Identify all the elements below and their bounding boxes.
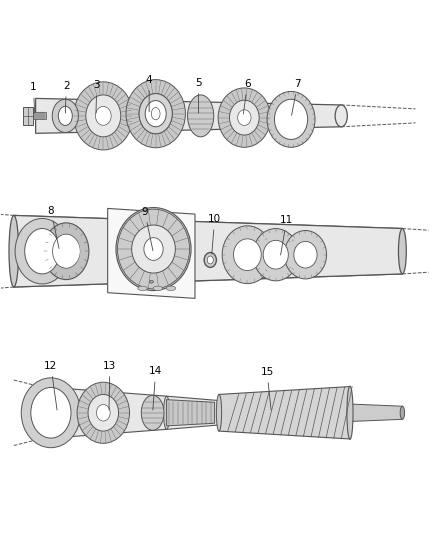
Ellipse shape xyxy=(52,99,78,133)
Ellipse shape xyxy=(58,106,72,125)
Text: 11: 11 xyxy=(280,215,293,255)
Text: 2: 2 xyxy=(63,81,70,113)
Ellipse shape xyxy=(145,101,166,127)
Polygon shape xyxy=(219,386,350,439)
Ellipse shape xyxy=(399,229,406,274)
Ellipse shape xyxy=(263,240,288,269)
Polygon shape xyxy=(40,386,166,439)
Bar xyxy=(23,107,33,125)
Ellipse shape xyxy=(230,100,259,135)
Text: 13: 13 xyxy=(103,361,117,410)
Text: 4: 4 xyxy=(146,75,152,112)
Text: 5: 5 xyxy=(195,78,202,113)
Ellipse shape xyxy=(218,88,271,147)
Ellipse shape xyxy=(57,237,80,265)
Ellipse shape xyxy=(86,95,121,137)
Ellipse shape xyxy=(141,395,164,430)
Ellipse shape xyxy=(216,394,222,431)
Ellipse shape xyxy=(15,219,69,284)
Ellipse shape xyxy=(187,95,214,137)
Ellipse shape xyxy=(144,238,163,261)
Ellipse shape xyxy=(335,105,347,127)
Text: 6: 6 xyxy=(244,79,251,114)
Ellipse shape xyxy=(77,382,130,443)
Text: 3: 3 xyxy=(93,80,100,113)
Ellipse shape xyxy=(238,110,251,125)
Ellipse shape xyxy=(166,286,176,290)
Ellipse shape xyxy=(347,386,353,439)
Text: 7: 7 xyxy=(292,79,301,115)
Text: 14: 14 xyxy=(149,366,162,410)
Ellipse shape xyxy=(153,286,162,290)
Ellipse shape xyxy=(53,234,80,268)
Polygon shape xyxy=(35,99,341,133)
Bar xyxy=(33,112,46,119)
Ellipse shape xyxy=(132,225,175,273)
Ellipse shape xyxy=(151,108,160,120)
Ellipse shape xyxy=(37,386,43,439)
Polygon shape xyxy=(14,215,403,287)
Ellipse shape xyxy=(126,79,185,148)
Ellipse shape xyxy=(139,94,172,134)
Polygon shape xyxy=(350,404,403,422)
Ellipse shape xyxy=(88,394,119,431)
Ellipse shape xyxy=(207,256,213,264)
Ellipse shape xyxy=(138,286,148,290)
Ellipse shape xyxy=(21,378,81,448)
Ellipse shape xyxy=(163,396,170,430)
Ellipse shape xyxy=(284,230,327,279)
Ellipse shape xyxy=(116,207,191,290)
Polygon shape xyxy=(166,396,219,430)
Ellipse shape xyxy=(25,229,60,274)
Ellipse shape xyxy=(139,94,172,134)
Text: 8: 8 xyxy=(48,206,59,248)
Ellipse shape xyxy=(31,387,71,438)
Ellipse shape xyxy=(148,104,163,123)
Ellipse shape xyxy=(204,253,216,268)
Ellipse shape xyxy=(253,229,299,281)
Text: 10: 10 xyxy=(208,214,221,254)
Polygon shape xyxy=(166,400,215,426)
Ellipse shape xyxy=(43,223,89,280)
Polygon shape xyxy=(108,208,195,298)
Ellipse shape xyxy=(400,406,405,419)
Text: 15: 15 xyxy=(261,367,274,410)
Ellipse shape xyxy=(9,215,18,287)
Ellipse shape xyxy=(95,107,111,125)
Ellipse shape xyxy=(233,239,261,271)
Ellipse shape xyxy=(267,92,315,147)
Text: 9: 9 xyxy=(141,207,153,251)
Ellipse shape xyxy=(96,405,110,421)
Ellipse shape xyxy=(149,280,153,283)
Ellipse shape xyxy=(294,241,317,268)
Text: 12: 12 xyxy=(44,361,57,410)
Ellipse shape xyxy=(275,99,307,140)
Ellipse shape xyxy=(74,82,133,150)
Text: 1: 1 xyxy=(30,83,37,113)
Ellipse shape xyxy=(222,226,272,284)
